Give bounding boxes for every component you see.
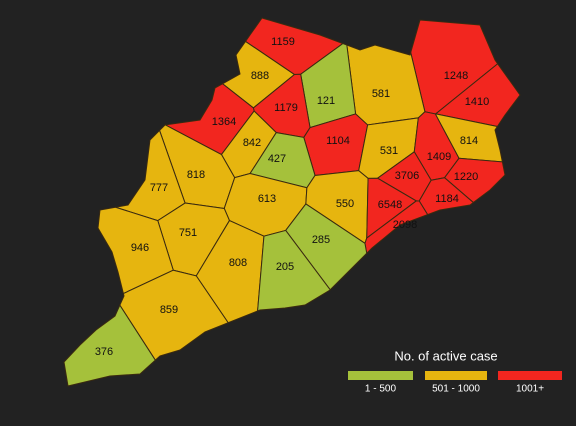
district bbox=[63, 304, 157, 387]
district-label: 1364 bbox=[212, 116, 236, 128]
district-label: 1409 bbox=[427, 151, 451, 163]
district-label: 1248 bbox=[444, 70, 468, 82]
legend-label: 501 - 1000 bbox=[432, 384, 480, 395]
district-label: 121 bbox=[317, 95, 335, 107]
district-label: 859 bbox=[160, 304, 178, 316]
district-label: 285 bbox=[312, 234, 330, 246]
district-label: 3706 bbox=[395, 170, 419, 182]
district-label: 1410 bbox=[465, 96, 489, 108]
district-label: 1159 bbox=[271, 36, 295, 48]
district-label: 2098 bbox=[393, 219, 417, 231]
district-label: 842 bbox=[243, 137, 261, 149]
district bbox=[97, 206, 174, 295]
regions bbox=[63, 17, 521, 387]
legend-title: No. of active case bbox=[394, 348, 497, 363]
district-label: 1184 bbox=[435, 193, 459, 205]
district-label: 376 bbox=[95, 346, 113, 358]
district-label: 613 bbox=[258, 193, 276, 205]
district-label: 427 bbox=[268, 153, 286, 165]
district bbox=[434, 63, 521, 128]
district-label: 1104 bbox=[326, 135, 350, 147]
district-label: 550 bbox=[336, 198, 354, 210]
district-label: 531 bbox=[380, 145, 398, 157]
district-label: 808 bbox=[229, 257, 247, 269]
district-label: 1179 bbox=[274, 102, 298, 114]
legend-swatch bbox=[425, 371, 487, 380]
district-label: 946 bbox=[131, 242, 149, 254]
legend-swatch bbox=[498, 371, 562, 380]
district-label: 205 bbox=[276, 261, 294, 273]
district-label: 1220 bbox=[454, 171, 478, 183]
legend-label: 1001+ bbox=[516, 384, 544, 395]
district-label: 818 bbox=[187, 169, 205, 181]
district-label: 751 bbox=[179, 227, 197, 239]
legend-label: 1 - 500 bbox=[365, 384, 397, 395]
legend-swatch bbox=[348, 371, 413, 380]
district-label: 777 bbox=[150, 182, 168, 194]
district bbox=[257, 229, 331, 312]
district-label: 6548 bbox=[378, 199, 402, 211]
district-label: 888 bbox=[251, 70, 269, 82]
district-label: 814 bbox=[460, 135, 478, 147]
district-label: 581 bbox=[372, 88, 390, 100]
labels: 1159 888 1248 581 121 1179 1410 1364 1104 842 814 5… bbox=[95, 36, 489, 358]
